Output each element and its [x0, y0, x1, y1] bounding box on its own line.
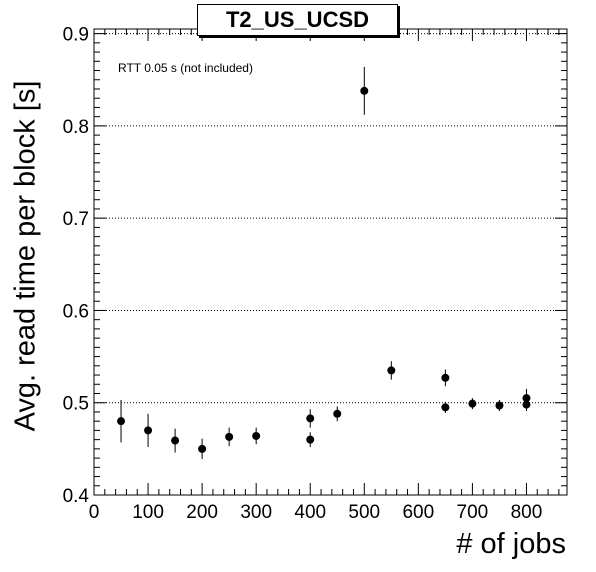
- data-point: [117, 417, 126, 426]
- data-point: [495, 401, 504, 410]
- x-tick-label: 500: [348, 502, 380, 523]
- data-point: [333, 409, 342, 418]
- data-point: [306, 435, 315, 444]
- x-tick-label: 100: [132, 502, 164, 523]
- x-tick-label: 700: [457, 502, 489, 523]
- data-point: [306, 414, 315, 423]
- y-tick-label: 0.4: [63, 486, 90, 507]
- data-point: [252, 431, 261, 440]
- data-point: [468, 399, 477, 408]
- data-point: [360, 86, 369, 95]
- y-tick-label: 0.6: [63, 301, 89, 322]
- x-tick-label: 300: [240, 502, 272, 523]
- y-tick-label: 0.7: [63, 209, 89, 230]
- x-tick-label: 800: [511, 502, 543, 523]
- data-point: [198, 444, 207, 453]
- chart-annotation: RTT 0.05 s (not included): [118, 61, 253, 75]
- data-point: [225, 432, 234, 441]
- data-point: [441, 373, 450, 382]
- x-tick-label: 600: [402, 502, 434, 523]
- y-axis-label: Avg. read time per block [s]: [9, 80, 42, 432]
- grid-lines: [94, 33, 567, 404]
- x-tick-label: 0: [89, 502, 100, 523]
- x-tick-label: 200: [186, 502, 218, 523]
- data-point: [171, 436, 180, 445]
- y-tick-label: 0.8: [63, 117, 89, 138]
- plot-frame: [93, 28, 568, 496]
- x-tick-label: 400: [294, 502, 326, 523]
- chart-title: T2_US_UCSD: [197, 4, 398, 36]
- y-tick-label: 0.9: [63, 25, 89, 46]
- data-point: [387, 366, 396, 375]
- data-point: [522, 400, 531, 409]
- y-tick-label: 0.5: [63, 394, 89, 415]
- x-axis-label: # of jobs: [456, 528, 566, 560]
- axis-ticks: 0 100 200 300 400 500 600 700 800 0.4 0.5 0.6 0.7 0.8…: [63, 25, 567, 523]
- data-point: [441, 403, 450, 412]
- data-point: [144, 426, 153, 435]
- data-points: [117, 66, 531, 460]
